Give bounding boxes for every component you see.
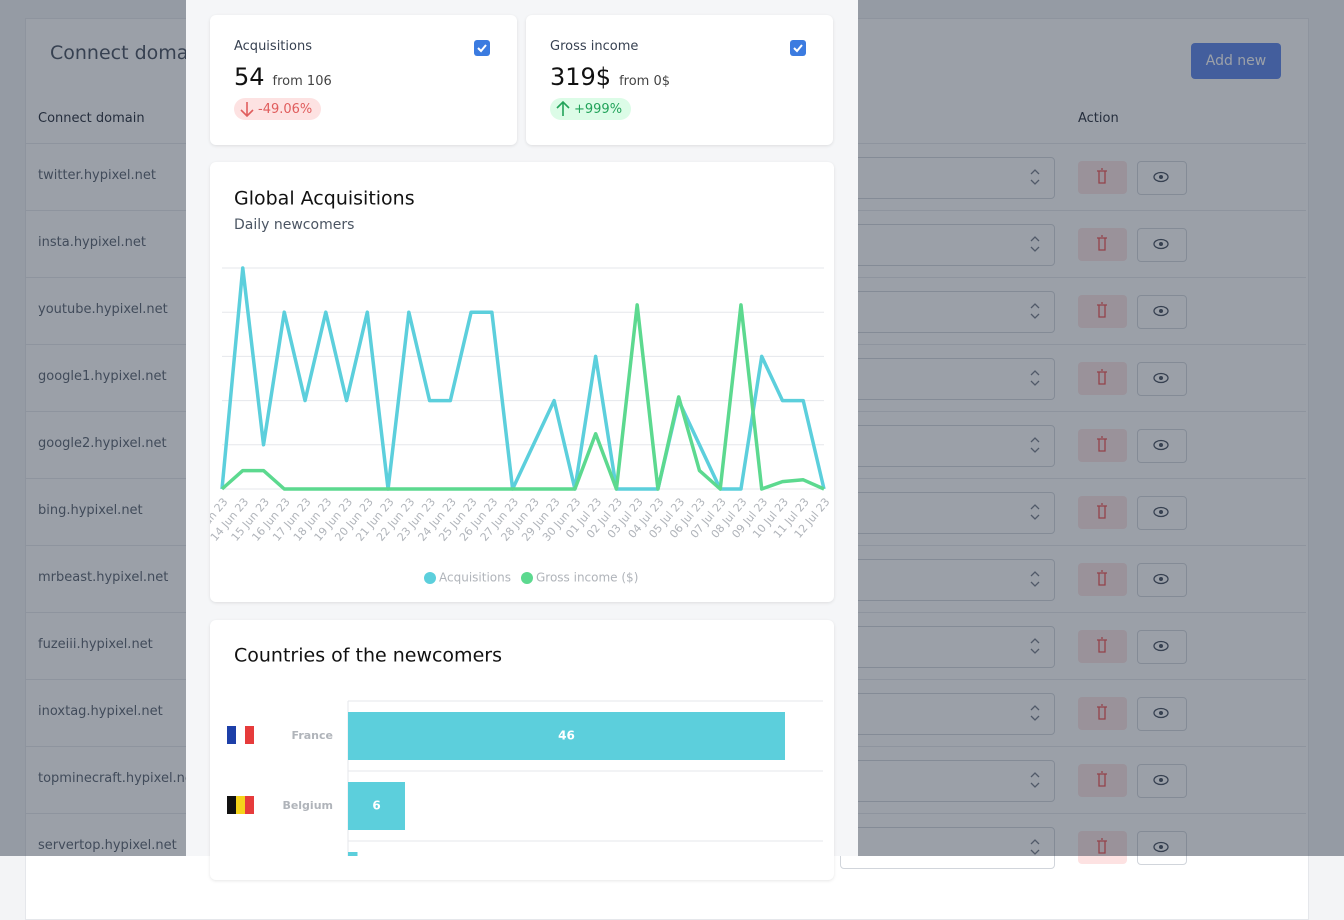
legend-marker <box>424 572 436 584</box>
bar <box>348 852 358 880</box>
legend-label: Acquisitions <box>439 571 511 585</box>
checkbox[interactable] <box>474 40 490 56</box>
check <box>793 44 803 53</box>
stat-compare: from 106 <box>272 74 332 89</box>
checkbox[interactable] <box>790 40 806 56</box>
chart-title: Countries of the newcomers <box>234 645 502 667</box>
value-label: 6 <box>372 799 380 813</box>
line-card: Global Acquisitions Daily newcomers 13 J… <box>187 162 834 602</box>
change: -49.06% <box>258 101 313 117</box>
stat-label: Gross income <box>550 39 639 54</box>
check <box>477 44 487 53</box>
bar <box>348 712 785 760</box>
stat-label: Acquisitions <box>234 39 312 54</box>
category-label: Belgium <box>282 799 333 812</box>
bar <box>348 782 405 830</box>
chart-subtitle: Daily newcomers <box>234 217 354 233</box>
line-chart: Global Acquisitions Daily newcomers 13 J… <box>187 188 833 585</box>
stat-card: Acquisitions 54 from 106 -49.06% <box>210 15 517 145</box>
legend-label: Gross income ($) <box>536 571 638 585</box>
category-label: France <box>292 729 333 742</box>
stat-row: 54 from 106 <box>234 63 332 91</box>
line-series <box>220 266 826 491</box>
change: +999% <box>574 101 623 117</box>
stat-compare: from 0$ <box>619 74 671 89</box>
legend-marker <box>520 572 533 584</box>
bar-chart: Countries of the newcomers France 46 Belgi… <box>227 645 823 880</box>
arrow-down <box>240 102 254 117</box>
flag-france <box>227 726 254 744</box>
change-badge: +999% <box>550 98 632 120</box>
stat-value: 54 <box>234 63 265 91</box>
chart-title: Global Acquisitions <box>234 188 415 210</box>
arrow-up <box>556 101 570 116</box>
value-label: 46 <box>558 729 575 743</box>
flag-belgium <box>227 796 254 814</box>
modal: Acquisitions 54 from 106 -49.06% Gross in… <box>186 0 858 880</box>
change-badge: -49.06% <box>234 98 322 120</box>
stat-row: 319$ from 0$ <box>550 63 670 91</box>
line-series <box>220 303 825 491</box>
stat-card: Gross income 319$ from 0$ +999% <box>526 15 833 145</box>
bar-card: Countries of the newcomers France 46 Belgi… <box>210 620 834 880</box>
stat-value: 319$ <box>550 63 612 91</box>
